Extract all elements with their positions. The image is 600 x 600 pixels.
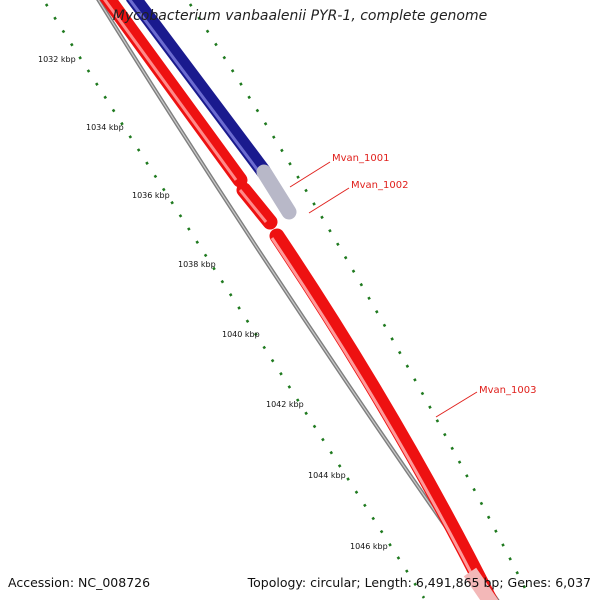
gene-label-mvan-1003[interactable]: Mvan_1003	[479, 385, 536, 396]
map-title: Mycobacterium vanbaalenii PYR-1, complet…	[112, 8, 488, 24]
ruler-label: 1034 kbp	[86, 123, 124, 132]
gene-mvan-1002-shine	[238, 189, 268, 223]
ruler-label: 1036 kbp	[132, 191, 170, 200]
gene-red-upper-shine	[103, 0, 238, 181]
ruler-label: 1044 kbp	[308, 471, 346, 480]
gene-mvan-1001-fade	[256, 164, 297, 220]
accession-text: Accession: NC_008726	[8, 575, 151, 590]
gene-mvan-1001-shine	[128, 0, 261, 173]
ruler-label: 1040 kbp	[222, 330, 260, 339]
gene-mvan-1003-fade	[463, 567, 499, 600]
gene-mvan-1002-arrow[interactable]	[236, 182, 278, 230]
ruler-label: 1038 kbp	[178, 260, 216, 269]
gene-mvan-1003-arrow[interactable]	[269, 228, 499, 600]
gene-red-upper[interactable]	[99, 0, 248, 188]
outer-scale-ring	[188, 3, 532, 599]
gene-mvan-1001-arrow[interactable]	[126, 0, 270, 177]
gene-callout-line	[289, 161, 331, 188]
gene-label-mvan-1001[interactable]: Mvan_1001	[332, 153, 389, 164]
gene-label-mvan-1002[interactable]: Mvan_1002	[351, 180, 408, 191]
ruler-label: 1042 kbp	[266, 400, 304, 409]
gene-callout-line	[435, 391, 478, 418]
inner-scale-ring	[44, 3, 426, 599]
gene-mvan-1003-shine	[270, 237, 487, 600]
gene-callout-line	[308, 187, 350, 214]
genome-summary-text: Topology: circular; Length: 6,491,865 bp…	[247, 575, 591, 590]
ruler-label: 1032 kbp	[38, 55, 76, 64]
ruler-label: 1046 kbp	[350, 542, 388, 551]
